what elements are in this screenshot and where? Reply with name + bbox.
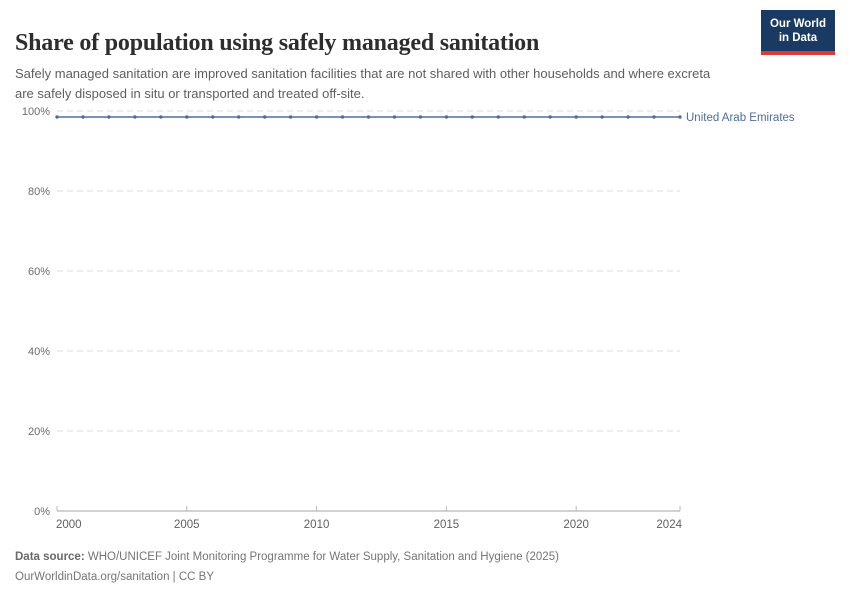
x-tick-label: 2005 <box>174 519 200 531</box>
data-point <box>55 115 59 119</box>
data-source-text: WHO/UNICEF Joint Monitoring Programme fo… <box>84 551 559 563</box>
data-point <box>444 115 449 119</box>
data-source-label: Data source: <box>15 551 85 563</box>
data-point <box>392 115 397 119</box>
data-point <box>496 115 500 119</box>
data-point <box>107 115 111 119</box>
y-tick-label: 80% <box>28 186 50 198</box>
data-point <box>470 115 474 119</box>
data-point <box>548 115 552 119</box>
line-chart: 0% 20% 40% 60% 80% 100% 2000 2005 2010 2015 2020 20… <box>22 106 795 531</box>
data-point <box>81 115 85 119</box>
x-tick-label: 2024 <box>656 519 682 531</box>
data-point <box>133 115 137 119</box>
data-point <box>237 115 241 119</box>
data-point <box>678 115 682 119</box>
data-point <box>522 115 526 119</box>
owid-logo-line1: Our World <box>769 18 826 30</box>
footer-link[interactable]: OurWorldinData.org/sanitation | CC BY <box>15 571 214 583</box>
data-point <box>211 115 215 119</box>
y-tick-label: 40% <box>28 346 50 358</box>
x-tick-label: 2000 <box>56 519 82 531</box>
y-tick-label: 0% <box>34 506 50 518</box>
chart-footer: Data source: WHO/UNICEF Joint Monitoring… <box>15 547 835 587</box>
data-point <box>159 115 163 119</box>
data-point <box>314 115 319 119</box>
data-point <box>418 115 423 119</box>
data-point <box>185 115 189 119</box>
data-point <box>600 115 604 119</box>
owid-logo[interactable]: Our World in Data <box>760 10 835 55</box>
owid-logo-line2: in Data <box>778 32 818 44</box>
y-tick-label: 60% <box>28 266 50 278</box>
data-point <box>574 115 578 119</box>
data-source-line: Data source: WHO/UNICEF Joint Monitoring… <box>15 547 835 567</box>
y-tick-label: 100% <box>22 106 50 118</box>
y-tick-label: 20% <box>28 426 50 438</box>
x-tick-label: 2010 <box>304 519 330 531</box>
x-tick-label: 2020 <box>563 519 589 531</box>
data-point <box>652 115 656 119</box>
chart-title: Share of population using safely managed… <box>15 30 540 57</box>
data-point <box>288 115 293 119</box>
data-point <box>366 115 371 119</box>
x-tick-label: 2015 <box>434 519 460 531</box>
data-point <box>340 115 345 119</box>
data-point <box>626 115 630 119</box>
chart-subtitle: Safely managed sanitation are improved s… <box>15 66 711 101</box>
data-point <box>263 115 267 119</box>
series-label: United Arab Emirates <box>686 112 795 124</box>
